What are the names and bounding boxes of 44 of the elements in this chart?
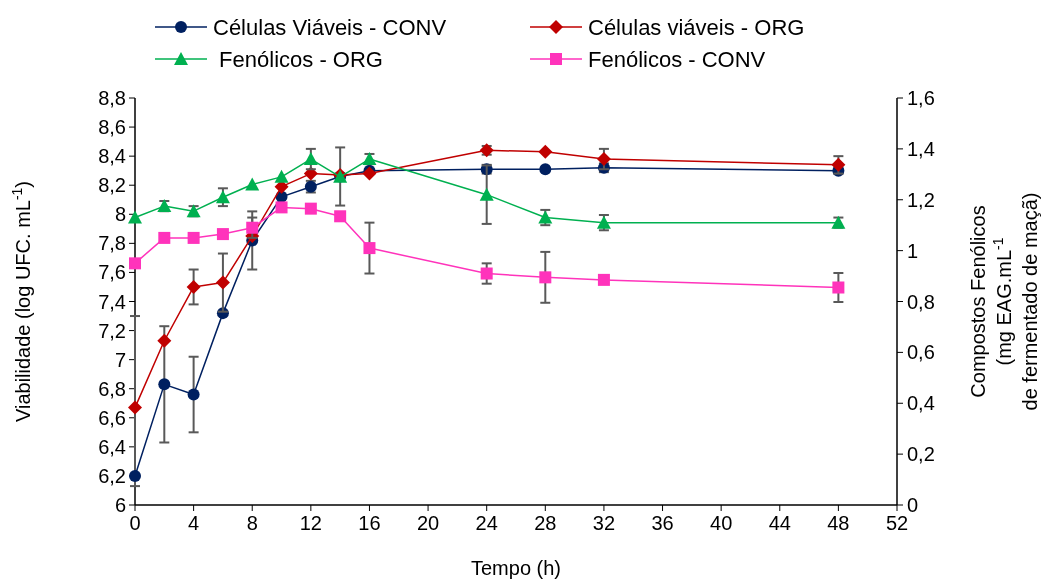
x-tick-label: 20 [416, 512, 440, 534]
y2-tick-label: 1 [907, 239, 919, 262]
y2-tick-label: 0 [907, 494, 919, 516]
y-tick-label: 7,2 [98, 319, 126, 342]
legend-label: Células viáveis - ORG [588, 15, 805, 40]
y-tick-label: 7,6 [98, 261, 126, 284]
y-tick-label: 7,4 [98, 290, 126, 313]
x-tick-label: 0 [129, 512, 141, 534]
x-tick-label: 52 [885, 512, 909, 534]
y-tick-label: 6 [114, 494, 126, 516]
x-tick-label: 8 [246, 512, 258, 534]
y-tick-label: 8,2 [98, 174, 126, 197]
y-tick-label: 7,8 [98, 232, 126, 255]
x-tick-label: 48 [827, 512, 850, 534]
y2-tick-label: 0,4 [907, 392, 935, 415]
y-tick-label: 8,6 [98, 116, 126, 139]
x-tick-label: 4 [188, 512, 200, 534]
x-tick-label: 12 [299, 512, 322, 534]
y-tick-label: 8 [114, 203, 126, 226]
y-tick-label: 6,8 [98, 377, 126, 400]
y-tick-label: 6,4 [98, 435, 126, 458]
y-tick-label: 7 [114, 348, 126, 371]
y-tick-label: 6,6 [98, 406, 126, 429]
x-tick-label: 28 [534, 512, 557, 534]
x-axis-title: Tempo (h) [470, 557, 562, 579]
x-tick-label: 36 [651, 512, 674, 534]
x-tick-label: 40 [710, 512, 733, 534]
x-tick-label: 24 [475, 512, 498, 534]
legend-label: Células Viáveis - CONV [213, 15, 447, 40]
y2-axis-title: Compostos Fenólicos (mg EAG.mL$^{-1}$ de fermentado de maçã) [967, 192, 1041, 411]
legend-label: Fenólicos - CONV [588, 47, 766, 72]
y2-tick-label: 0,2 [907, 443, 935, 466]
x-tick-label: 44 [768, 512, 791, 534]
y2-tick-label: 1,6 [907, 87, 935, 109]
y2-tick-label: 0,8 [907, 290, 935, 313]
y-tick-label: 8,8 [98, 87, 126, 109]
legend-label: Fenólicos - ORG [213, 47, 383, 72]
y2-tick-label: 1,2 [907, 188, 935, 211]
x-tick-label: 32 [592, 512, 616, 534]
y2-tick-label: 0,6 [907, 341, 935, 364]
y-tick-label: 8,4 [98, 145, 126, 168]
y-tick-label: 6,2 [98, 464, 126, 487]
x-tick-label: 16 [358, 512, 381, 534]
y2-tick-label: 1,4 [907, 137, 935, 160]
